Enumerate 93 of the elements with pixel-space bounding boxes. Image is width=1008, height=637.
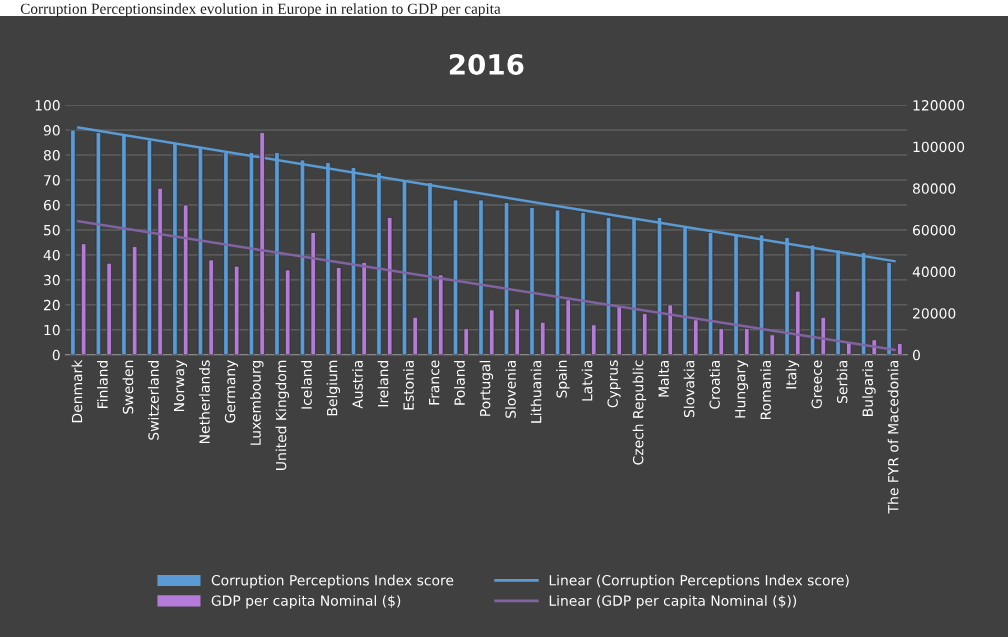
- bar: [336, 267, 342, 355]
- y2-tick-label: 100000: [913, 141, 965, 153]
- legend-label: Linear (Corruption Perceptions Index score): [549, 574, 849, 589]
- x-tick-label: Portugal: [479, 360, 494, 416]
- bar: [131, 246, 138, 355]
- y2-tick-label: 40000: [912, 266, 956, 278]
- x-tick-label: Belgium: [326, 360, 341, 416]
- x-tick-label: Finland: [97, 360, 108, 408]
- bar: [452, 199, 459, 355]
- y2-tick-label: 0: [912, 349, 920, 361]
- y-tick-label: 80: [43, 150, 60, 161]
- y-tick-label: 30: [44, 274, 60, 286]
- bar: [897, 343, 903, 355]
- x-tick-label: Serbia: [836, 360, 848, 404]
- x-tick-label: Lithuania: [530, 360, 542, 423]
- x-tick-label: Iceland: [301, 360, 312, 409]
- bar: [642, 313, 648, 355]
- x-tick-label: Poland: [454, 360, 465, 405]
- bar: [310, 232, 316, 355]
- bar: [795, 290, 801, 355]
- bar: [70, 129, 76, 355]
- x-tick-label: Spain: [556, 360, 570, 398]
- bar: [208, 259, 214, 355]
- bar: [157, 187, 163, 355]
- x-tick-label: Norway: [174, 360, 188, 411]
- x-tick-label: France: [429, 360, 440, 405]
- bar: [591, 324, 597, 355]
- bar: [514, 308, 520, 355]
- y-tick-label: 0: [52, 349, 60, 361]
- x-tick-label: Germany: [224, 360, 239, 423]
- bar: [667, 304, 673, 355]
- bar: [693, 319, 699, 355]
- x-tick-label: Ireland: [377, 360, 389, 407]
- bar: [183, 204, 189, 355]
- chart-title: 2016: [449, 53, 524, 75]
- x-tick-label: Switzerland: [148, 360, 159, 440]
- bar: [387, 217, 393, 355]
- bar: [769, 334, 775, 355]
- y-tick-label: 40: [43, 249, 60, 261]
- bar: [361, 262, 367, 355]
- legend-label: Corruption Perceptions Index score: [211, 574, 454, 589]
- bar: [540, 322, 546, 355]
- x-tick-label: Estonia: [403, 360, 414, 410]
- y-tick-label: 100: [35, 100, 60, 111]
- y2-tick-label: 80000: [913, 183, 956, 194]
- x-tick-label: Hungary: [735, 360, 749, 418]
- x-tick-label: Austria: [352, 360, 363, 409]
- x-tick-label: Cyprus: [607, 360, 621, 408]
- bar: [718, 328, 724, 355]
- bar: [616, 305, 622, 355]
- bar: [80, 243, 87, 355]
- x-tick-label: Denmark: [71, 359, 83, 423]
- bar: [489, 309, 495, 355]
- bar: [503, 202, 510, 355]
- bar: [285, 269, 291, 355]
- y-tick-label: 20: [44, 299, 60, 311]
- x-tick-label: Greece: [811, 360, 822, 409]
- bar: [744, 328, 750, 355]
- bar: [478, 199, 484, 355]
- x-tick-label: United Kingdom: [275, 360, 290, 470]
- legend-label: GDP per capita Nominal ($): [211, 595, 401, 609]
- legend-label: Linear (GDP per capita Nominal ($)): [549, 595, 797, 609]
- bar: [565, 299, 571, 355]
- bar: [529, 207, 535, 355]
- x-tick-label: Romania: [760, 360, 771, 420]
- bar: [463, 328, 469, 355]
- y-tick-label: 70: [44, 174, 60, 186]
- y2-tick-label: 20000: [913, 308, 956, 319]
- x-tick-label: Italy: [785, 360, 800, 389]
- bar: [106, 262, 112, 355]
- x-tick-label: The FYR of Macedonia: [887, 360, 899, 514]
- x-tick-label: Sweden: [122, 360, 134, 414]
- x-tick-label: Bulgaria: [862, 360, 876, 416]
- x-tick-label: Croatia: [709, 360, 720, 409]
- x-tick-label: Czech Republic: [632, 360, 647, 465]
- y-tick-label: 90: [43, 125, 60, 136]
- y2-tick-label: 120000: [913, 100, 965, 111]
- x-tick-label: Netherlands: [199, 360, 210, 443]
- y-tick-label: 50: [44, 224, 60, 236]
- x-tick-label: Luxembourg: [250, 360, 264, 445]
- y-tick-label: 60: [43, 199, 60, 211]
- x-tick-label: Latvia: [581, 360, 593, 401]
- y2-tick-label: 60000: [913, 224, 956, 236]
- bar: [820, 317, 826, 355]
- y-tick-label: 10: [44, 324, 60, 336]
- x-tick-label: Slovakia: [683, 360, 695, 418]
- bar: [412, 317, 418, 355]
- bar: [234, 265, 240, 355]
- bar: [438, 274, 444, 355]
- x-tick-label: Slovenia: [505, 360, 516, 418]
- bar: [259, 132, 265, 355]
- text: Corruption Perceptionsindex evolution in Europe in relation to GDP per capita: [20, 3, 501, 18]
- x-tick-label: Malta: [658, 360, 669, 397]
